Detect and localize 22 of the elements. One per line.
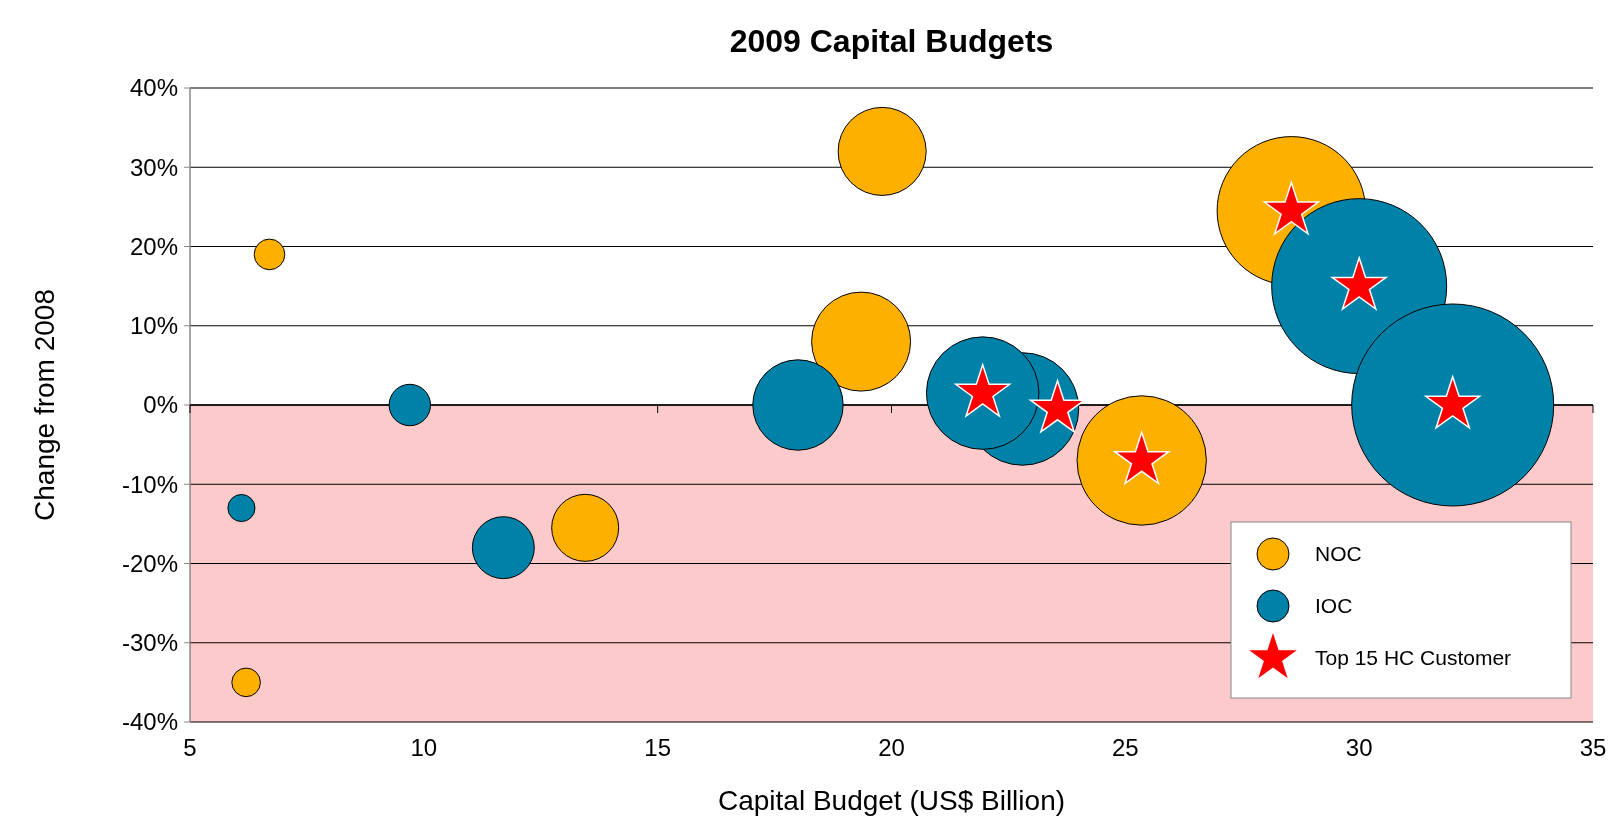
y-tick-label: 10% [129, 312, 178, 340]
x-tick-label: 15 [644, 734, 672, 761]
y-tick-label: -40% [121, 708, 178, 736]
legend-label: NOC [1315, 542, 1362, 566]
chart-title: 2009 Capital Budgets [729, 23, 1054, 59]
y-tick-label: 30% [129, 153, 178, 181]
y-axis-title: Change from 2008 [29, 289, 60, 521]
x-tick-label: 25 [1111, 734, 1139, 761]
x-tick-label: 10 [410, 734, 438, 761]
y-tick-label: -10% [121, 470, 178, 498]
y-tick-label: 0% [143, 391, 178, 419]
y-tick-label: -20% [121, 549, 178, 577]
x-tick-label: 30 [1345, 734, 1373, 761]
y-tick-label: 20% [129, 232, 178, 260]
y-tick-label: -30% [121, 629, 178, 657]
x-axis-title: Capital Budget (US$ Billion) [717, 785, 1066, 816]
x-tick-label: 35 [1579, 734, 1607, 761]
legend-label: IOC [1315, 594, 1353, 618]
y-tick-label: 40% [129, 74, 178, 102]
x-tick-label: 20 [878, 734, 905, 761]
x-tick-label: 5 [183, 734, 197, 761]
legend-label: Top 15 HC Customer [1315, 646, 1512, 670]
